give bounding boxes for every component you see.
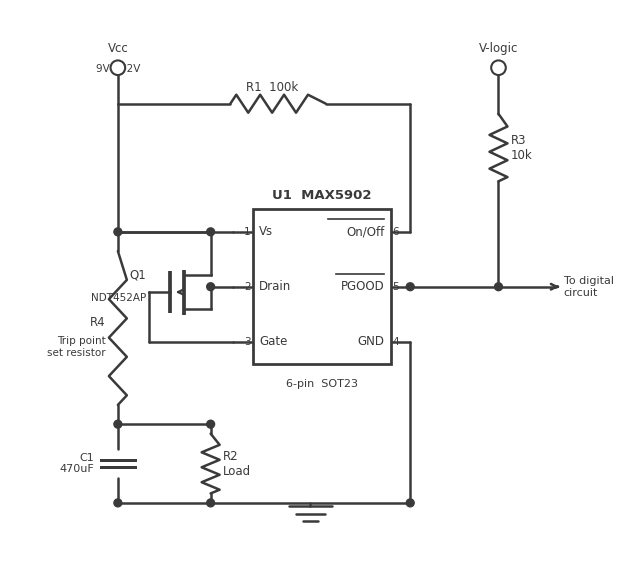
Circle shape	[114, 499, 122, 507]
Text: NDT452AP: NDT452AP	[91, 293, 146, 303]
Text: 9V - 72V: 9V - 72V	[96, 64, 140, 75]
Text: To digital
circuit: To digital circuit	[563, 276, 613, 298]
Circle shape	[491, 60, 506, 75]
Text: 2: 2	[244, 282, 250, 292]
Text: 1: 1	[244, 227, 250, 237]
Text: C1
470uF: C1 470uF	[59, 453, 95, 475]
Text: Gate: Gate	[259, 335, 287, 348]
Text: Drain: Drain	[259, 280, 291, 293]
Text: Q1: Q1	[129, 269, 146, 282]
Text: On/Off: On/Off	[346, 225, 384, 238]
Circle shape	[207, 499, 215, 507]
Text: R1  100k: R1 100k	[247, 81, 299, 94]
Circle shape	[406, 499, 414, 507]
Text: V-logic: V-logic	[479, 42, 518, 55]
Text: 5V: 5V	[491, 64, 505, 75]
Text: U1  MAX5902: U1 MAX5902	[272, 189, 371, 202]
Circle shape	[406, 282, 414, 290]
Text: 5: 5	[393, 282, 399, 292]
Text: PGOOD: PGOOD	[341, 280, 384, 293]
Circle shape	[114, 228, 122, 236]
Text: Trip point
set resistor: Trip point set resistor	[47, 336, 106, 358]
Text: GND: GND	[357, 335, 384, 348]
Circle shape	[207, 420, 215, 428]
Text: 6-pin  SOT23: 6-pin SOT23	[285, 379, 357, 389]
Circle shape	[111, 60, 125, 75]
Circle shape	[207, 228, 215, 236]
Text: 6: 6	[393, 227, 399, 237]
Text: 4: 4	[393, 337, 399, 346]
Text: Vcc: Vcc	[108, 42, 128, 55]
Text: R4: R4	[90, 316, 106, 329]
Text: R2
Load: R2 Load	[223, 450, 251, 477]
Circle shape	[114, 420, 122, 428]
Text: Vs: Vs	[259, 225, 273, 238]
Text: R3
10k: R3 10k	[511, 133, 533, 162]
Circle shape	[207, 282, 215, 290]
FancyBboxPatch shape	[253, 210, 391, 364]
Text: 3: 3	[244, 337, 250, 346]
Circle shape	[495, 282, 503, 290]
